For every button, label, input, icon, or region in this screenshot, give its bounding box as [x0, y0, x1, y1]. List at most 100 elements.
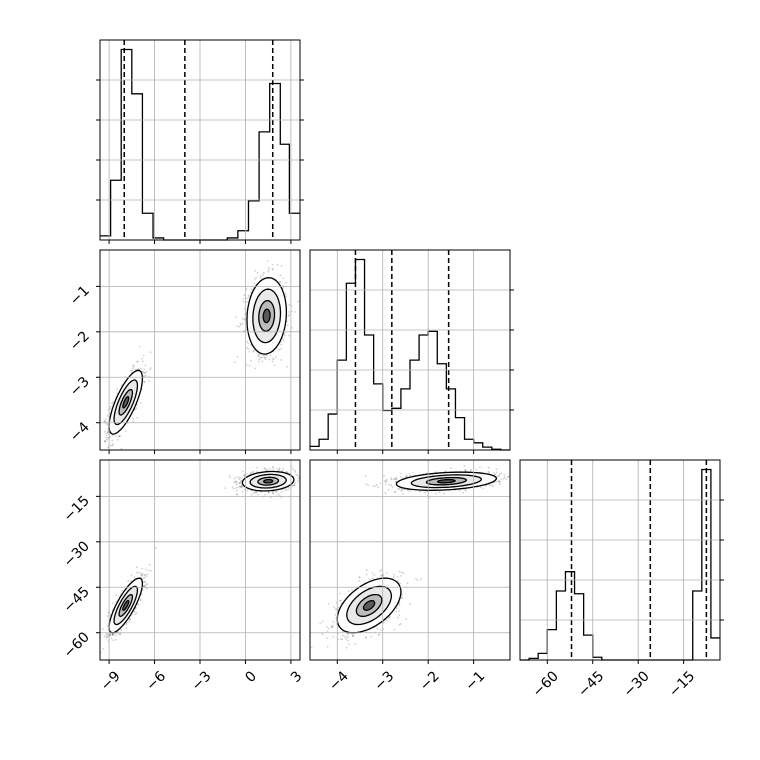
- scatter-point: [272, 492, 274, 495]
- scatter-point: [124, 430, 127, 432]
- scatter-point: [277, 469, 280, 472]
- scatter-point: [498, 473, 501, 475]
- scatter-point: [393, 628, 396, 631]
- scatter-point: [273, 364, 276, 366]
- scatter-point: [502, 477, 505, 480]
- grid-lines: [100, 250, 300, 450]
- scatter-point: [146, 587, 148, 590]
- scatter-point: [235, 476, 237, 479]
- scatter-point: [338, 599, 341, 602]
- scatter-point: [235, 480, 238, 483]
- scatter-point: [243, 329, 246, 332]
- scatter-point: [146, 573, 149, 576]
- scatter-point: [280, 264, 283, 267]
- scatter-point: [236, 355, 239, 358]
- scatter-point: [250, 471, 252, 474]
- scatter-point: [245, 288, 248, 291]
- scatter-point: [267, 270, 270, 273]
- scatter-point: [365, 637, 367, 640]
- scatter-point: [128, 618, 131, 621]
- scatter-point: [396, 616, 399, 619]
- scatter-point: [398, 604, 401, 606]
- scatter-point: [240, 486, 243, 489]
- scatter-point: [258, 353, 261, 356]
- scatter-point: [243, 318, 246, 320]
- scatter-point: [127, 580, 130, 583]
- scatter-point: [129, 369, 132, 372]
- scatter-point: [131, 369, 133, 372]
- scatter-point: [334, 613, 337, 616]
- scatter-point: [105, 438, 108, 441]
- scatter-point: [345, 638, 348, 640]
- scatter-point: [351, 634, 354, 637]
- scatter-point: [271, 268, 274, 271]
- scatter-point: [116, 392, 118, 395]
- scatter-point: [110, 444, 112, 447]
- scatter-point: [263, 354, 265, 357]
- scatter-point: [144, 585, 147, 588]
- scatter-point: [243, 475, 246, 477]
- scatter-points: [310, 465, 510, 649]
- scatter-point: [339, 592, 341, 595]
- scatter-point: [395, 478, 398, 480]
- scatter-point: [240, 480, 243, 483]
- scatter-point: [346, 634, 349, 636]
- scatter-point: [104, 440, 107, 443]
- scatter-point: [269, 467, 272, 470]
- scatter-point: [133, 610, 136, 613]
- scatter-point: [498, 480, 500, 483]
- scatter-point: [379, 482, 382, 485]
- scatter-point: [332, 620, 335, 623]
- scatter-point: [271, 490, 274, 493]
- scatter-point: [247, 294, 250, 297]
- scatter-point: [139, 599, 142, 602]
- scatter-point: [236, 493, 239, 496]
- scatter-point: [101, 628, 104, 630]
- scatter-point: [240, 485, 243, 488]
- scatter-point: [266, 354, 268, 357]
- scatter-point: [252, 350, 255, 353]
- axes-frame: [309, 249, 511, 451]
- scatter-point: [112, 633, 114, 636]
- scatter-point: [248, 296, 250, 298]
- scatter-point: [278, 494, 281, 497]
- scatter-point: [257, 360, 260, 363]
- scatter-point: [132, 418, 135, 420]
- scatter-point: [418, 490, 421, 493]
- scatter-point: [276, 467, 279, 470]
- scatter-point: [278, 468, 281, 471]
- scatter-point: [282, 488, 285, 491]
- scatter-point: [245, 364, 248, 366]
- scatter-point: [104, 418, 107, 420]
- scatter-point: [264, 467, 266, 469]
- scatter-point: [257, 355, 260, 358]
- scatter-point: [229, 476, 231, 479]
- scatter-point: [105, 436, 108, 439]
- scatter-point: [337, 606, 340, 609]
- scatter-point: [116, 388, 118, 391]
- scatter-point: [263, 356, 266, 359]
- scatter-point: [137, 368, 140, 371]
- scatter-point: [286, 471, 289, 474]
- scatter-point: [269, 354, 272, 357]
- scatter-point: [386, 571, 388, 574]
- scatter-point: [347, 590, 350, 593]
- scatter-point: [287, 315, 290, 317]
- scatter-point: [142, 370, 145, 373]
- scatter-point: [233, 477, 235, 480]
- scatter-point: [464, 468, 467, 471]
- scatter-point: [250, 344, 252, 346]
- scatter-point: [358, 580, 361, 582]
- scatter-point: [266, 468, 269, 471]
- scatter-point: [321, 633, 324, 636]
- scatter-point: [272, 467, 274, 470]
- scatter-point: [111, 634, 114, 636]
- scatter-point: [148, 569, 150, 572]
- scatter-point: [295, 473, 298, 476]
- scatter-point: [377, 634, 380, 637]
- scatter-point: [114, 634, 117, 637]
- density-contour: [122, 396, 130, 409]
- scatter-point: [376, 627, 379, 630]
- scatter-point: [424, 491, 427, 494]
- scatter-point: [415, 577, 417, 580]
